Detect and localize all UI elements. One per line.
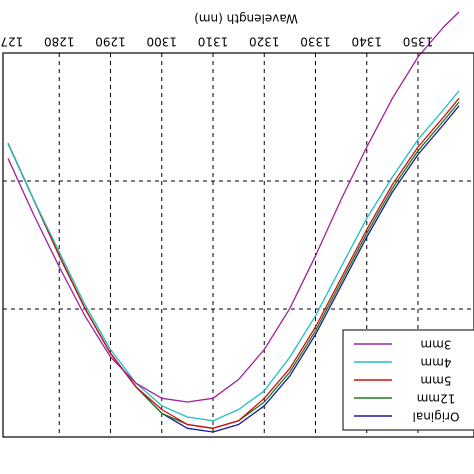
legend-label: 3mm <box>420 338 451 352</box>
x-tick-label: 1310 <box>198 35 229 49</box>
x-tick-label: 1330 <box>300 35 331 49</box>
series-group <box>7 11 460 433</box>
legend-label: 4mm <box>420 356 451 370</box>
x-tick-label: 1280 <box>44 35 75 49</box>
x-tick-label: 1350 <box>403 35 434 49</box>
x-tick-labels: 1270 1280 1290 1300 1310 1320 1330 1340 1350 <box>0 35 433 49</box>
x-tick-label: 1300 <box>146 35 177 49</box>
legend: 3mm 4mm 5mm 12mm Original <box>342 329 474 431</box>
legend-label: Original <box>413 410 460 424</box>
x-tick-label: 1340 <box>351 35 382 49</box>
series-line-3mm <box>7 11 460 403</box>
x-tick-label: 1290 <box>95 35 126 49</box>
legend-label: 5mm <box>420 374 451 388</box>
legend-label: 12mm <box>417 392 456 406</box>
plot-frame <box>2 52 474 438</box>
x-tick-label: 1320 <box>249 35 280 49</box>
series-line-5mm <box>7 97 460 429</box>
x-axis-title: Wavelength (nm) <box>194 12 298 26</box>
x-tick-label: 1270 <box>0 35 23 49</box>
series-line-4mm <box>7 90 460 422</box>
